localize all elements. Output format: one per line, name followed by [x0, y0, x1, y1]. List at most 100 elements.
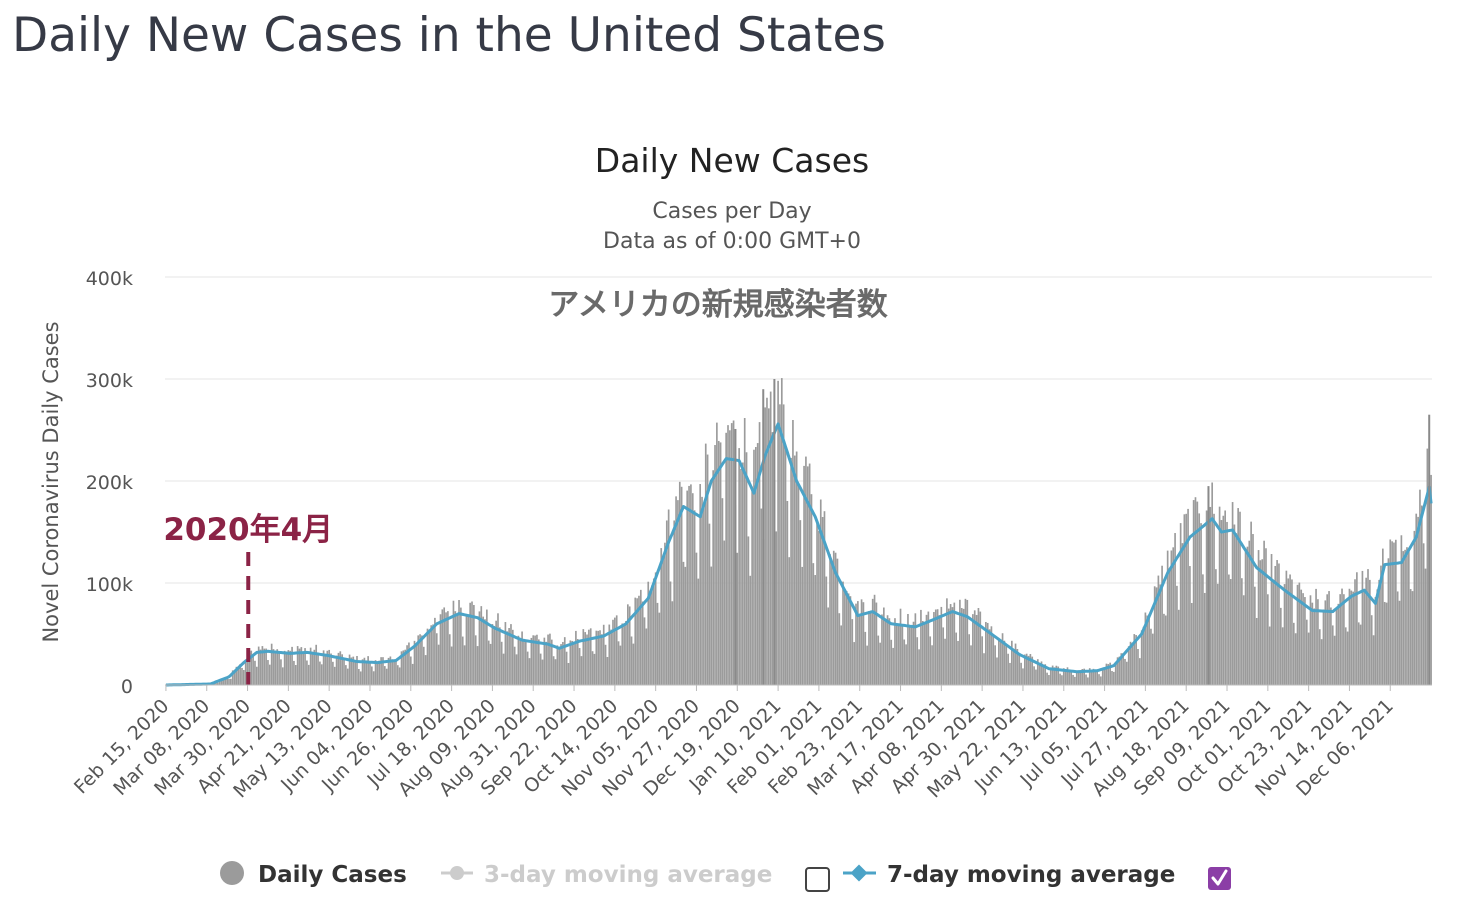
daily-case-bar: [550, 639, 553, 685]
daily-case-bar: [604, 644, 607, 685]
daily-case-bar: [1061, 675, 1063, 685]
daily-case-bar: [947, 608, 950, 685]
daily-case-bar: [658, 612, 661, 685]
legend-item-3day-average[interactable]: 3-day moving average: [441, 862, 772, 888]
daily-case-bar: [593, 653, 596, 685]
daily-case-bar: [1194, 497, 1197, 685]
daily-case-bar: [1098, 674, 1100, 685]
daily-case-bar: [1218, 506, 1221, 685]
daily-case-bar: [764, 407, 766, 685]
daily-case-bar: [912, 621, 915, 685]
daily-case-bar: [903, 639, 906, 685]
daily-case-bar: [1331, 625, 1334, 685]
daily-case-bar: [721, 498, 724, 685]
daily-case-bar: [460, 607, 462, 685]
daily-case-bar: [1248, 540, 1251, 685]
daily-case-bar: [645, 628, 648, 685]
daily-case-bar: [1346, 631, 1349, 685]
daily-case-bar: [844, 591, 846, 685]
checkbox-3day-average[interactable]: [805, 867, 830, 892]
daily-case-bar: [933, 612, 935, 685]
daily-case-bar: [1042, 665, 1045, 685]
daily-case-bar: [1053, 667, 1056, 685]
daily-case-bar: [1055, 665, 1058, 685]
daily-case-bar: [812, 563, 815, 685]
daily-case-bar: [736, 552, 739, 685]
daily-case-bar: [365, 660, 368, 685]
daily-case-bar: [356, 655, 358, 685]
daily-case-bar: [790, 457, 792, 685]
daily-case-bar: [801, 566, 804, 685]
daily-case-bar: [1357, 622, 1360, 685]
daily-case-bar: [814, 575, 817, 685]
daily-case-bar: [675, 496, 677, 685]
daily-case-bar: [1272, 581, 1275, 685]
daily-case-bar: [879, 642, 881, 685]
daily-case-bar: [1029, 654, 1032, 685]
daily-case-bar: [1085, 674, 1087, 685]
daily-case-bar: [951, 607, 954, 685]
daily-case-bar: [543, 637, 546, 685]
daily-case-bar: [556, 645, 559, 685]
daily-case-bar: [1111, 670, 1113, 685]
daily-case-bar: [454, 611, 457, 685]
daily-case-bar: [511, 629, 514, 685]
legend-item-7day-average[interactable]: 7-day moving average: [843, 862, 1175, 888]
daily-case-bar: [235, 666, 238, 685]
legend-label-daily-cases: Daily Cases: [258, 862, 407, 888]
daily-case-bar: [784, 448, 787, 685]
legend-item-daily-cases[interactable]: Daily Cases: [220, 861, 407, 888]
daily-case-bar: [727, 425, 729, 685]
daily-case-bar: [992, 634, 995, 685]
daily-case-bar: [1265, 548, 1267, 685]
daily-case-bar: [526, 651, 529, 685]
daily-case-bar: [1192, 500, 1195, 685]
daily-case-bar: [760, 508, 763, 685]
daily-case-bar: [510, 624, 512, 685]
daily-case-bar: [1051, 665, 1054, 685]
daily-case-bar: [1022, 668, 1024, 685]
daily-case-bar: [1283, 584, 1286, 685]
daily-case-bar: [793, 455, 796, 685]
daily-case-bar: [747, 536, 750, 685]
daily-case-bar: [1333, 635, 1336, 685]
daily-case-bar: [1250, 521, 1252, 685]
daily-case-bar: [610, 629, 612, 685]
daily-case-bar: [1370, 615, 1373, 685]
daily-case-bar: [471, 601, 473, 685]
daily-case-bar: [1116, 657, 1119, 685]
daily-case-bar: [1200, 523, 1202, 685]
daily-case-bar: [1311, 602, 1314, 685]
daily-case-bar: [777, 380, 779, 685]
daily-case-bar: [985, 621, 987, 685]
daily-case-bar: [1266, 594, 1269, 685]
daily-case-bar: [931, 645, 933, 685]
checkbox-7day-average[interactable]: [1208, 867, 1231, 890]
daily-case-bar: [554, 659, 557, 685]
checkbox-checked-icon: [1208, 867, 1231, 890]
daily-case-bar: [599, 630, 601, 685]
daily-case-bar: [1396, 591, 1399, 685]
daily-case-bar: [345, 665, 347, 685]
daily-case-bar: [333, 666, 336, 685]
daily-case-bar: [1189, 566, 1191, 685]
daily-case-bar: [708, 523, 711, 685]
daily-case-bar: [754, 447, 757, 685]
daily-case-bar: [1140, 630, 1143, 685]
daily-case-bar: [274, 652, 277, 685]
daily-case-bar: [834, 552, 837, 685]
daily-case-bar: [302, 651, 305, 685]
daily-case-bar: [1383, 601, 1386, 685]
daily-case-bar: [975, 614, 978, 685]
daily-case-bar: [1389, 539, 1392, 685]
daily-case-bar: [745, 452, 748, 685]
daily-case-bar: [608, 624, 611, 685]
daily-case-bar: [1304, 597, 1306, 685]
daily-case-bar: [810, 494, 813, 685]
daily-case-bar: [673, 520, 676, 685]
daily-case-bar: [1163, 613, 1165, 685]
daily-case-bar: [699, 484, 702, 685]
daily-case-bar: [241, 667, 243, 685]
daily-case-bar: [1215, 569, 1217, 685]
daily-case-bar: [1350, 590, 1353, 685]
